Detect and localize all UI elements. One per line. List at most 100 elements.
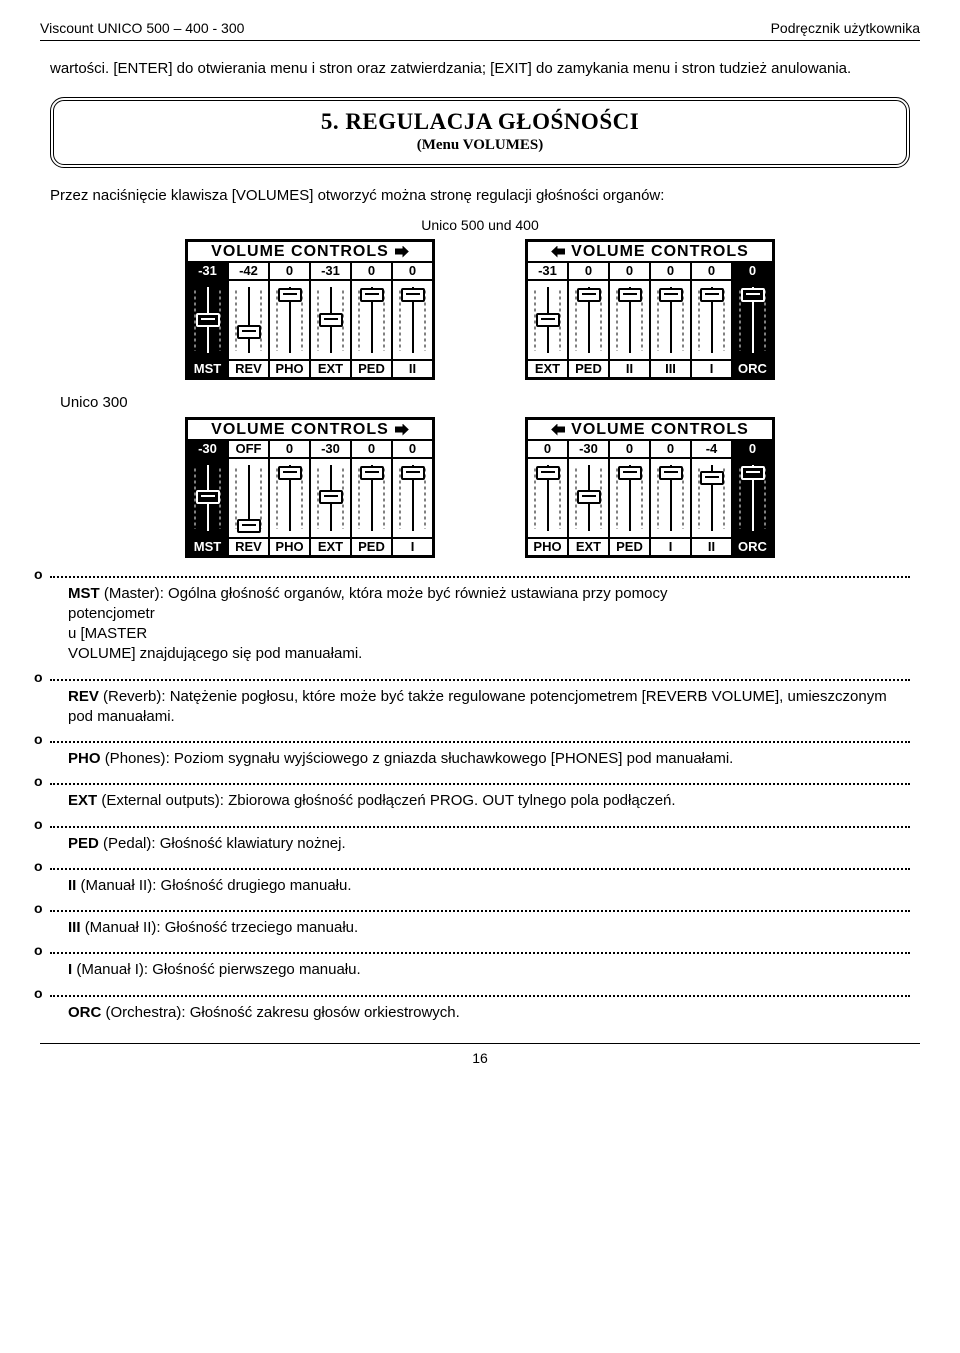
label-cell: REV <box>227 359 268 377</box>
arrow-right-icon <box>395 246 409 258</box>
definition-text: : Głośność drugiego manuału. <box>152 877 351 894</box>
slider-row <box>188 279 432 359</box>
slider-knob[interactable] <box>360 466 384 480</box>
separator-dots <box>50 775 910 789</box>
separator-dots <box>50 944 910 958</box>
slider-track[interactable] <box>350 281 391 359</box>
caption-500-400: Unico 500 und 400 <box>40 217 920 233</box>
slider-track[interactable] <box>731 281 772 359</box>
page: Viscount UNICO 500 – 400 - 300 Podręczni… <box>0 0 960 1086</box>
definition-item: REV (Reverb): Natężenie pogłosu, które m… <box>50 685 910 730</box>
slider-rail <box>248 287 250 353</box>
label-cell: PHO <box>268 537 309 555</box>
slider-track[interactable] <box>188 281 227 359</box>
panels-row-2: VOLUME CONTROLS-30OFF0-3000MSTREVPHOEXTP… <box>40 417 920 558</box>
slider-track[interactable] <box>567 281 608 359</box>
slider-track[interactable] <box>528 281 567 359</box>
definition-term: ORC <box>68 1004 101 1021</box>
lead-text: Przez naciśnięcie klawisza [VOLUMES] otw… <box>50 186 910 206</box>
label-cell: I <box>391 537 432 555</box>
slider-knob[interactable] <box>577 288 601 302</box>
slider-knob[interactable] <box>196 313 220 327</box>
separator-dots <box>50 987 910 1001</box>
slider-knob[interactable] <box>659 466 683 480</box>
lcd-title-text: VOLUME CONTROLS <box>211 421 389 439</box>
slider-knob[interactable] <box>360 288 384 302</box>
slider-track[interactable] <box>690 281 731 359</box>
slider-track[interactable] <box>649 281 690 359</box>
value-cell: -30 <box>188 439 227 457</box>
slider-knob[interactable] <box>401 288 425 302</box>
label-cell: PHO <box>268 359 309 377</box>
label-cell: II <box>608 359 649 377</box>
slider-track[interactable] <box>188 459 227 537</box>
slider-knob[interactable] <box>618 466 642 480</box>
definition-paren: (Orchestra) <box>106 1004 182 1021</box>
slider-track[interactable] <box>608 281 649 359</box>
value-cell: -31 <box>528 261 567 279</box>
slider-track[interactable] <box>309 281 350 359</box>
label-cell: I <box>690 359 731 377</box>
definition-item: EXT (External outputs): Zbiorowa głośnoś… <box>50 789 910 813</box>
definition-item: III (Manuał II): Głośność trzeciego manu… <box>50 916 910 940</box>
tick-marks <box>260 289 262 351</box>
slider-track[interactable] <box>227 459 268 537</box>
slider-knob[interactable] <box>278 288 302 302</box>
label-cell: II <box>391 359 432 377</box>
page-header: Viscount UNICO 500 – 400 - 300 Podręczni… <box>40 20 920 36</box>
slider-knob[interactable] <box>741 288 765 302</box>
slider-knob[interactable] <box>659 288 683 302</box>
definition-item: MST (Master): Ogólna głośność organów, k… <box>50 582 910 667</box>
definition-term: III <box>68 919 81 936</box>
slider-track[interactable] <box>567 459 608 537</box>
slider-track[interactable] <box>649 459 690 537</box>
definition-text: : Głośność trzeciego manuału. <box>156 919 358 936</box>
definition-item: I (Manuał I): Głośność pierwszego manuał… <box>50 958 910 982</box>
value-row: -3100000 <box>528 261 772 279</box>
value-row: -30OFF0-3000 <box>188 439 432 457</box>
label-cell: MST <box>188 359 227 377</box>
lcd-title-text: VOLUME CONTROLS <box>571 243 749 261</box>
value-cell: 0 <box>350 439 391 457</box>
slider-track[interactable] <box>391 459 432 537</box>
slider-knob[interactable] <box>401 466 425 480</box>
value-row: 0-3000-40 <box>528 439 772 457</box>
slider-knob[interactable] <box>196 490 220 504</box>
slider-knob[interactable] <box>618 288 642 302</box>
definition-text: : Głośność zakresu głosów orkiestrowych. <box>181 1004 459 1021</box>
slider-track[interactable] <box>690 459 731 537</box>
header-rule <box>40 40 920 41</box>
slider-track[interactable] <box>391 281 432 359</box>
definition-paren: (External outputs) <box>101 792 219 809</box>
slider-track[interactable] <box>309 459 350 537</box>
slider-track[interactable] <box>268 281 309 359</box>
slider-knob[interactable] <box>536 466 560 480</box>
slider-knob[interactable] <box>237 325 261 339</box>
slider-knob[interactable] <box>741 466 765 480</box>
value-cell: 0 <box>608 439 649 457</box>
slider-knob[interactable] <box>577 490 601 504</box>
definition-term: PHO <box>68 750 101 767</box>
arrow-right-icon <box>395 424 409 436</box>
value-cell: 0 <box>690 261 731 279</box>
slider-knob[interactable] <box>319 490 343 504</box>
definition-paren: (Manuał I) <box>76 961 144 978</box>
slider-knob[interactable] <box>278 466 302 480</box>
slider-track[interactable] <box>528 459 567 537</box>
slider-knob[interactable] <box>536 313 560 327</box>
slider-track[interactable] <box>227 281 268 359</box>
value-cell: 0 <box>268 439 309 457</box>
slider-track[interactable] <box>731 459 772 537</box>
slider-knob[interactable] <box>319 313 343 327</box>
slider-track[interactable] <box>268 459 309 537</box>
definition-text: : Zbiorowa głośność podłączeń PROG. OUT … <box>220 792 676 809</box>
footer-rule <box>40 1043 920 1044</box>
slider-knob[interactable] <box>700 471 724 485</box>
slider-track[interactable] <box>350 459 391 537</box>
definition-paren: (Pedal) <box>103 835 151 852</box>
definition-paren: (Manuał II) <box>81 877 153 894</box>
value-cell: -31 <box>309 261 350 279</box>
slider-knob[interactable] <box>237 519 261 533</box>
slider-knob[interactable] <box>700 288 724 302</box>
slider-track[interactable] <box>608 459 649 537</box>
